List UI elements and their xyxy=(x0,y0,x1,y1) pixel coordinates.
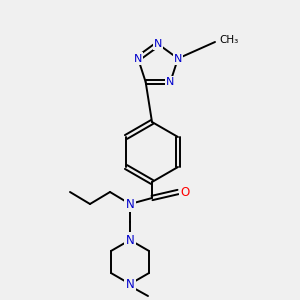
Text: N: N xyxy=(126,197,134,211)
Text: N: N xyxy=(126,233,134,247)
Text: N: N xyxy=(134,53,142,64)
Text: N: N xyxy=(126,278,134,290)
Text: CH₃: CH₃ xyxy=(219,35,238,45)
Text: N: N xyxy=(166,77,175,87)
Text: N: N xyxy=(154,39,162,49)
Text: O: O xyxy=(180,185,190,199)
Text: N: N xyxy=(174,53,182,64)
